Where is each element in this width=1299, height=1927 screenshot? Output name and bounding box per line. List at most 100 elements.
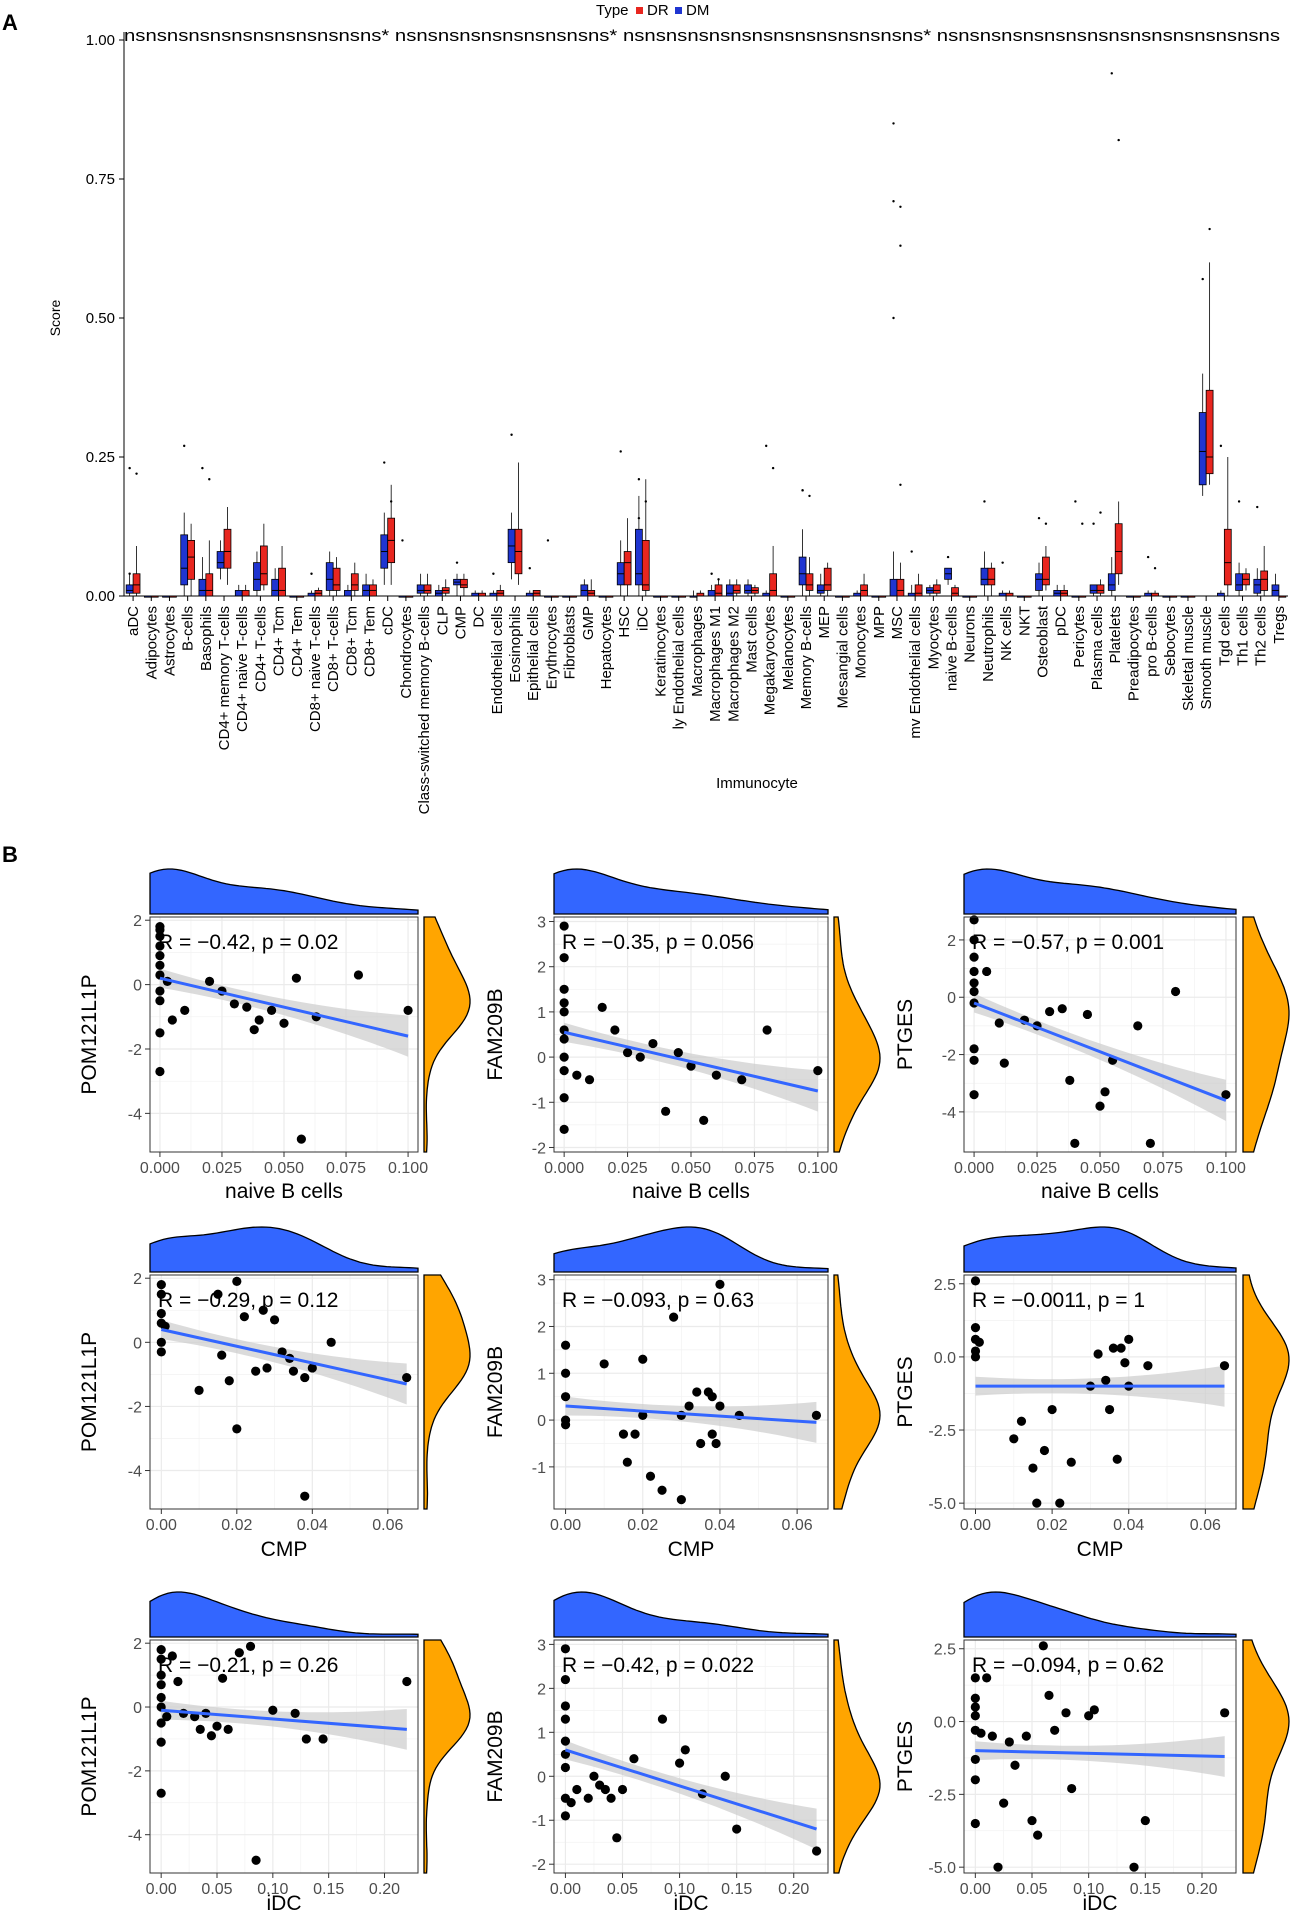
data-point <box>674 1758 685 1768</box>
box-dr <box>696 590 705 597</box>
x-tick-label: 0.050 <box>264 1160 304 1177</box>
data-point <box>657 1485 667 1495</box>
y-tick-label: 0.75 <box>86 171 115 188</box>
y-tick-label: 0 <box>537 1413 546 1430</box>
plot-border <box>149 1639 419 1874</box>
data-point <box>301 1734 311 1744</box>
box-dm <box>1107 557 1116 596</box>
x-density-curve <box>553 1226 829 1273</box>
box-dm <box>544 595 552 598</box>
box-outlier <box>1146 555 1150 559</box>
box-dm <box>689 590 698 598</box>
x-density-curve <box>553 1591 829 1638</box>
data-point <box>1093 1349 1103 1359</box>
y-density-curve <box>1242 1639 1290 1874</box>
data-point <box>560 1420 571 1430</box>
box-outlier <box>899 205 902 208</box>
data-point <box>969 952 979 962</box>
y-axis-title: POM121L1P <box>78 1332 101 1452</box>
box-body <box>344 590 352 597</box>
legend-key-dr <box>636 7 643 14</box>
data-point <box>584 1075 595 1085</box>
data-point <box>560 1368 571 1378</box>
box-dr <box>478 590 486 597</box>
x-tick-label: 0.20 <box>778 1881 809 1898</box>
x-tick-label: 0.025 <box>608 1160 648 1177</box>
x-tick-label: 0.000 <box>954 1160 994 1177</box>
box-outlier <box>910 550 913 553</box>
box-body <box>635 528 643 586</box>
x-tick-label: CD8+ T-cells <box>325 606 342 692</box>
y-tick-label: -1 <box>532 1095 546 1112</box>
x-tick-label: Epithelial cells <box>525 606 542 701</box>
regression-line <box>563 1030 819 1093</box>
data-point <box>612 1833 622 1843</box>
y-density-curve <box>423 1639 471 1874</box>
y-tick-label: 2 <box>133 1271 142 1288</box>
box-dm <box>707 584 716 597</box>
data-point <box>969 915 979 925</box>
data-point <box>156 1692 166 1703</box>
box-outlier <box>528 567 531 570</box>
data-point <box>559 1007 569 1017</box>
box-body <box>125 584 134 594</box>
box-body <box>641 540 650 591</box>
panel-a-label: A <box>2 10 18 35</box>
data-point <box>559 953 569 963</box>
box-body <box>980 567 989 586</box>
data-point <box>970 1352 981 1362</box>
data-point <box>155 960 165 970</box>
x-tick-label: 0.20 <box>1186 1881 1217 1898</box>
x-tick-label: 0.02 <box>627 1517 658 1534</box>
box-dm <box>635 495 643 596</box>
box-dm <box>471 590 480 597</box>
data-point <box>1066 1457 1076 1467</box>
box-dr <box>1133 595 1141 598</box>
y-density-curve <box>833 1274 881 1510</box>
box-outlier <box>1074 500 1077 503</box>
box-body <box>1035 573 1043 591</box>
box-dm <box>362 573 370 597</box>
x-axis-title: iDC <box>267 1892 302 1915</box>
data-point <box>1140 1815 1150 1826</box>
x-axis-title: CMP <box>261 1538 308 1561</box>
box-dr <box>132 545 141 596</box>
data-point <box>353 970 364 980</box>
y-axis-title: PTGES <box>894 1356 917 1427</box>
x-tick-label: CD8+ Tcm <box>343 606 360 676</box>
data-point <box>566 1798 576 1808</box>
box-dm <box>1162 595 1171 598</box>
y-tick-label: -2 <box>128 1042 142 1059</box>
box-body <box>241 590 250 597</box>
data-point <box>318 1734 328 1744</box>
plot-border <box>963 916 1237 1153</box>
plot-border <box>963 1274 1237 1510</box>
data-point <box>970 1775 980 1785</box>
x-tick-label: Basophils <box>198 606 215 671</box>
data-point <box>1061 1708 1071 1718</box>
y-tick-label: -2 <box>128 1399 142 1416</box>
x-tick-label: Endothelial cells <box>489 606 506 714</box>
data-point <box>707 1429 717 1439</box>
x-tick-label: 0.04 <box>1113 1517 1144 1534</box>
data-point <box>326 1337 336 1347</box>
x-tick-label: 0.075 <box>326 1160 366 1177</box>
data-point <box>1039 1445 1050 1456</box>
box-body <box>725 584 734 597</box>
data-point <box>254 1015 264 1025</box>
box-body <box>460 578 468 589</box>
box-dm <box>1180 595 1189 598</box>
data-point <box>572 1784 582 1795</box>
data-point <box>630 1429 640 1439</box>
box-body <box>1260 570 1269 591</box>
data-point <box>699 1115 709 1125</box>
box-outlier <box>201 466 204 470</box>
box-dr <box>169 595 177 598</box>
box-outlier <box>510 433 513 436</box>
x-tick-label: Pericytes <box>1071 606 1088 668</box>
data-point <box>638 1410 648 1420</box>
x-tick-label: 0.05 <box>607 1881 638 1898</box>
x-tick-label: Keratinocytes <box>653 606 670 697</box>
x-tick-label: Megakaryocytes <box>762 606 779 715</box>
